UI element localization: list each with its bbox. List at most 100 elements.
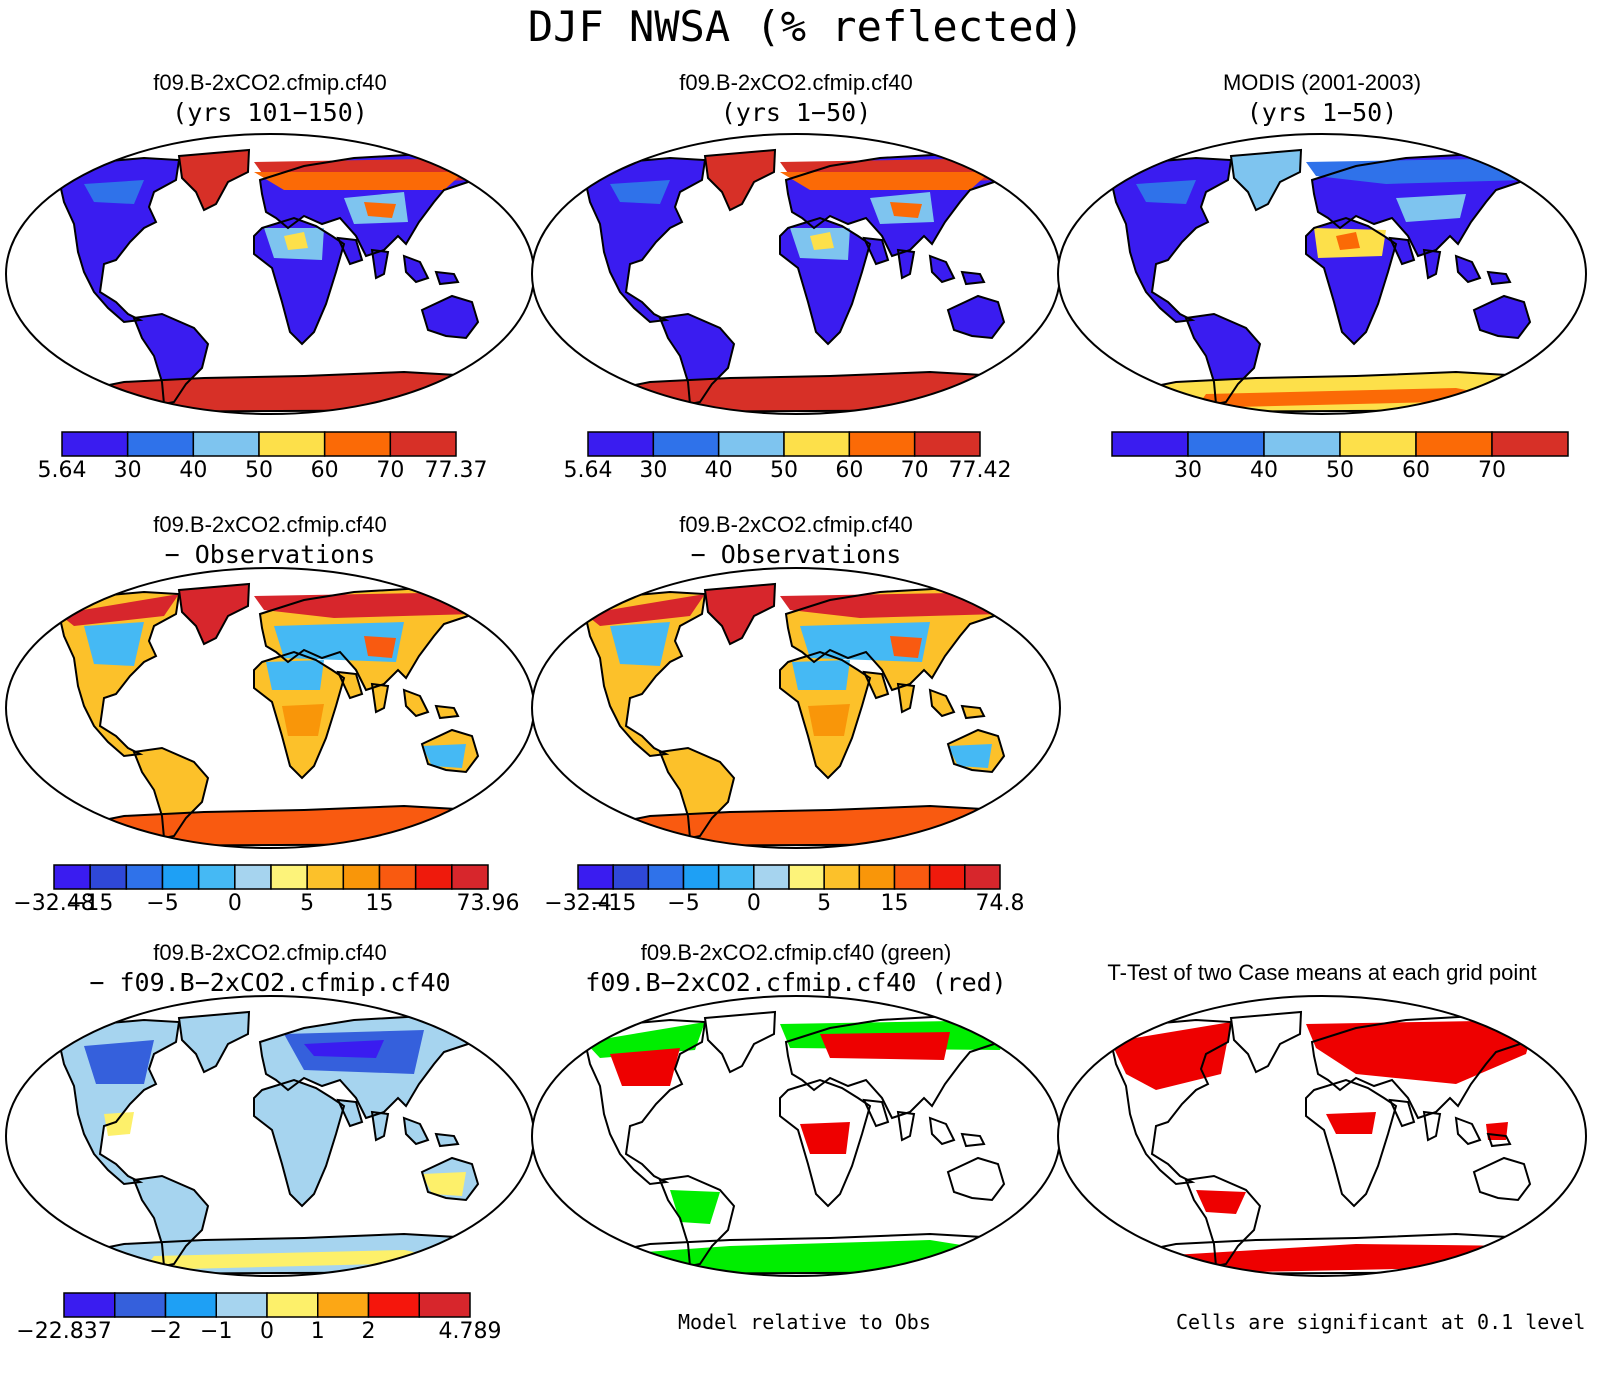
colorbar-tick-label: 15 xyxy=(365,891,394,916)
colorbar-box xyxy=(612,864,650,890)
colorbar: 30 40 50 60 70 xyxy=(1111,431,1569,483)
map-observations xyxy=(1057,133,1587,415)
colorbar-box xyxy=(964,864,1001,890)
colorbar: −22.837 −2 −1 0 1 2 4.789 xyxy=(16,1292,501,1344)
colorbar-tick-label: 4.789 xyxy=(438,1319,502,1344)
colorbar-tick-label: 60 xyxy=(835,458,864,483)
colorbar-box xyxy=(577,864,614,890)
panel-subtitle: (yrs 1−50) xyxy=(1246,98,1398,127)
colorbar-box xyxy=(928,864,966,890)
colorbar-tick-label: −22.837 xyxy=(16,1319,112,1344)
colorbar-box xyxy=(215,1292,268,1318)
colorbar-box xyxy=(197,864,236,890)
colorbar-tick-label: 30 xyxy=(113,458,142,483)
colorbar-box xyxy=(652,431,720,457)
colorbar-tick-label: −2 xyxy=(149,1319,182,1344)
map-diff-early xyxy=(531,567,1061,849)
colorbar-tick-label: 40 xyxy=(179,458,208,483)
colorbar-box xyxy=(114,1292,167,1318)
colorbar-tick-label: 70 xyxy=(376,458,405,483)
colorbar-tick-label: 50 xyxy=(1326,458,1354,483)
colorbar-box xyxy=(753,864,790,890)
panel-title: T-Test of two Case means at each grid po… xyxy=(1107,960,1537,985)
colorbar-tick-label: −5 xyxy=(146,891,179,916)
map-diff-late xyxy=(5,567,535,849)
colorbar-box xyxy=(164,1292,217,1318)
colorbar-tick-label: 70 xyxy=(900,458,929,483)
colorbar-box xyxy=(647,864,685,890)
colorbar-box xyxy=(126,431,195,457)
panel-title: f09.B-2xCO2.cfmip.cf40 xyxy=(153,940,387,965)
colorbar-box xyxy=(913,431,981,457)
colorbar-tick-label: 15 xyxy=(880,891,909,916)
colorbar-box xyxy=(89,864,128,890)
panel-title: f09.B-2xCO2.cfmip.cf40 (green) xyxy=(640,940,952,965)
panel-title: MODIS (2001-2003) xyxy=(1222,70,1422,95)
colorbar-box xyxy=(1187,431,1265,457)
colorbar-tick-label: −1 xyxy=(200,1319,233,1344)
colorbar-boxes xyxy=(61,431,457,457)
panel-subtitle: f09.B−2xCO2.cfmip.cf40 (red) xyxy=(585,968,1007,997)
colorbar-box xyxy=(342,864,381,890)
colorbar-box xyxy=(1491,431,1569,457)
panel-subtitle: − Observations xyxy=(164,540,376,569)
colorbar-box xyxy=(323,431,392,457)
significance-note: Cells are significant at 0.1 level xyxy=(1176,1310,1586,1334)
colorbar-tick-label: 40 xyxy=(1250,458,1278,483)
colorbar-box xyxy=(378,864,417,890)
colorbar-tick-label: 70 xyxy=(1478,458,1506,483)
colorbar-boxes xyxy=(587,431,981,457)
panel-subtitle: (yrs 1−50) xyxy=(720,98,872,127)
colorbar-tick-label: 5.64 xyxy=(37,458,87,483)
colorbar-box xyxy=(53,864,91,890)
colorbar-tick-label: 0 xyxy=(260,1319,274,1344)
colorbar: 5.64 30 40 50 60 70 77.42 xyxy=(564,431,1011,483)
colorbar-box xyxy=(848,431,916,457)
colorbar-tick-label: −32.48 xyxy=(13,891,95,916)
colorbar-tick-label: 2 xyxy=(361,1319,376,1344)
colorbar-boxes xyxy=(63,1292,471,1318)
colorbar-tick-label: 30 xyxy=(1174,458,1202,483)
colorbar-box xyxy=(258,431,326,457)
panel-title: f09.B-2xCO2.cfmip.cf40 xyxy=(679,70,913,95)
map-model-vs-obs xyxy=(531,995,1061,1277)
panel-title: f09.B-2xCO2.cfmip.cf40 xyxy=(153,512,387,537)
panel-subtitle: − Observations xyxy=(690,540,902,569)
colorbar-box xyxy=(367,1292,420,1318)
colorbar-tick-label: 5.64 xyxy=(563,458,613,483)
model-relative-note: Model relative to Obs xyxy=(678,1310,931,1334)
colorbar-boxes xyxy=(1111,431,1569,457)
map-case-diff xyxy=(5,995,535,1277)
colorbar-box xyxy=(389,431,457,457)
colorbar-tick-label: −15 xyxy=(66,891,114,916)
colorbar-tick-label: −15 xyxy=(589,891,637,916)
colorbar-box xyxy=(414,864,453,890)
colorbar-box xyxy=(234,864,272,890)
colorbar-boxes xyxy=(53,864,489,890)
panel-subtitle: − f09.B−2xCO2.cfmip.cf40 xyxy=(89,968,451,997)
colorbar-box xyxy=(63,1292,116,1318)
colorbar-box xyxy=(451,864,489,890)
colorbar-tick-label: 74.8 xyxy=(975,891,1025,916)
colorbar-box xyxy=(1415,431,1493,457)
colorbar-box xyxy=(125,864,164,890)
map-model-late xyxy=(5,133,535,415)
colorbar-box xyxy=(858,864,896,890)
colorbar-tick-label: 40 xyxy=(704,458,733,483)
colorbar-box xyxy=(306,864,345,890)
colorbar-box xyxy=(783,431,851,457)
colorbar-tick-label: 60 xyxy=(310,458,339,483)
colorbar-tick-label: 5 xyxy=(817,891,832,916)
colorbar-box xyxy=(823,864,861,890)
colorbar-tick-label: 50 xyxy=(770,458,798,483)
colorbar-box xyxy=(1263,431,1341,457)
colorbar-tick-label: 0 xyxy=(746,891,761,916)
colorbar-box xyxy=(61,431,129,457)
colorbar-box xyxy=(682,864,720,890)
colorbar-box xyxy=(161,864,200,890)
colorbar-box xyxy=(418,1292,471,1318)
colorbar-box xyxy=(587,431,655,457)
colorbar: 5.64 30 40 50 60 70 77.37 xyxy=(38,431,487,483)
colorbar-tick-label: −5 xyxy=(667,891,700,916)
map-t-test xyxy=(1057,995,1587,1277)
